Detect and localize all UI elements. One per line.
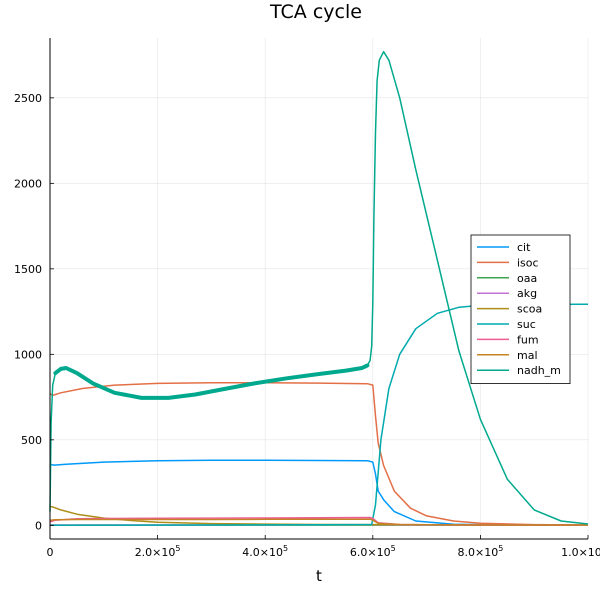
series-line-isoc [50,383,588,525]
y-tick-label: 2500 [14,92,42,105]
x-tick-label: 4.0×105 [242,544,288,559]
x-tick-labels: 0 2.0×105 4.0×105 6.0×105 8.0×105 1.0×106 [47,544,600,559]
y-tick-label: 1500 [14,263,42,276]
y-tick-label: 1000 [14,348,42,361]
y-tick-label: 500 [21,434,42,447]
legend-label-mal: mal [517,349,538,362]
legend-label-scoa: scoa [517,303,542,316]
y-tick-label: 2000 [14,177,42,190]
legend-label-nadh_m: nadh_m [517,364,561,377]
legend-label-isoc: isoc [517,256,539,269]
x-axis-label: t [316,567,322,585]
series-band-nadh_m [55,365,367,398]
series-line-scoa [50,507,588,526]
x-tick-label: 8.0×105 [457,544,503,559]
x-tick-label: 6.0×105 [350,544,396,559]
y-tick-labels: 0 500 1000 1500 2000 2500 [14,92,42,532]
legend: cit isoc oaa akg scoa suc fum mal nadh_m [471,235,570,384]
legend-label-cit: cit [517,241,531,254]
chart-title: TCA cycle [269,1,362,23]
series-line-cit [50,460,588,525]
legend-label-akg: akg [517,287,537,300]
x-tick-label: 2.0×105 [135,544,181,559]
legend-label-suc: suc [517,318,536,331]
x-tick-label: 0 [47,546,54,559]
legend-label-oaa: oaa [517,272,537,285]
x-tick-label: 1.0×106 [561,544,600,559]
legend-label-fum: fum [517,333,539,346]
y-tick-label: 0 [35,519,42,532]
